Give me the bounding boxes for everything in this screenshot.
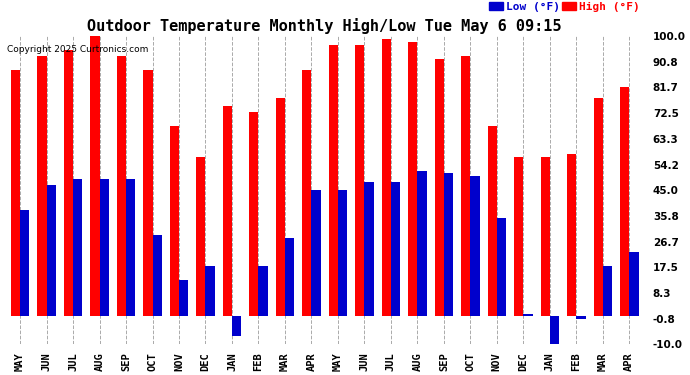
Bar — [444, 174, 453, 316]
Bar — [20, 210, 30, 316]
Bar — [249, 112, 259, 316]
Bar — [11, 70, 20, 316]
Bar — [311, 190, 321, 316]
Bar — [37, 56, 46, 316]
Bar — [540, 157, 550, 316]
Bar — [276, 98, 285, 316]
Bar — [152, 235, 161, 316]
Bar — [603, 266, 612, 316]
Bar — [63, 50, 73, 316]
Bar — [179, 280, 188, 316]
Bar — [364, 182, 374, 316]
Bar — [196, 157, 206, 316]
Bar — [73, 179, 82, 316]
Bar — [46, 185, 56, 316]
Bar — [126, 179, 135, 316]
Bar — [206, 266, 215, 316]
Bar — [232, 316, 241, 336]
Bar — [391, 182, 400, 316]
Bar — [144, 70, 152, 316]
Bar — [259, 266, 268, 316]
Bar — [629, 252, 638, 316]
Bar — [435, 58, 444, 316]
Text: Copyright 2025 Curtronics.com: Copyright 2025 Curtronics.com — [8, 45, 149, 54]
Bar — [497, 218, 506, 316]
Bar — [355, 45, 364, 316]
Title: Outdoor Temperature Monthly High/Low Tue May 6 09:15: Outdoor Temperature Monthly High/Low Tue… — [88, 18, 562, 34]
Bar — [550, 316, 559, 345]
Bar — [461, 56, 471, 316]
Bar — [488, 126, 497, 316]
Bar — [302, 70, 311, 316]
Bar — [567, 154, 576, 316]
Bar — [338, 190, 347, 316]
Bar — [328, 45, 338, 316]
Bar — [593, 98, 603, 316]
Bar — [408, 42, 417, 316]
Bar — [117, 56, 126, 316]
Bar — [471, 176, 480, 316]
Bar — [576, 316, 586, 319]
Bar — [90, 25, 99, 316]
Bar — [382, 39, 391, 316]
Bar — [620, 87, 629, 316]
Bar — [417, 171, 426, 316]
Bar — [99, 179, 109, 316]
Bar — [285, 238, 294, 316]
Bar — [223, 106, 232, 316]
Legend: Low (°F), High (°F): Low (°F), High (°F) — [489, 2, 640, 12]
Bar — [170, 126, 179, 316]
Bar — [523, 314, 533, 316]
Bar — [514, 157, 523, 316]
